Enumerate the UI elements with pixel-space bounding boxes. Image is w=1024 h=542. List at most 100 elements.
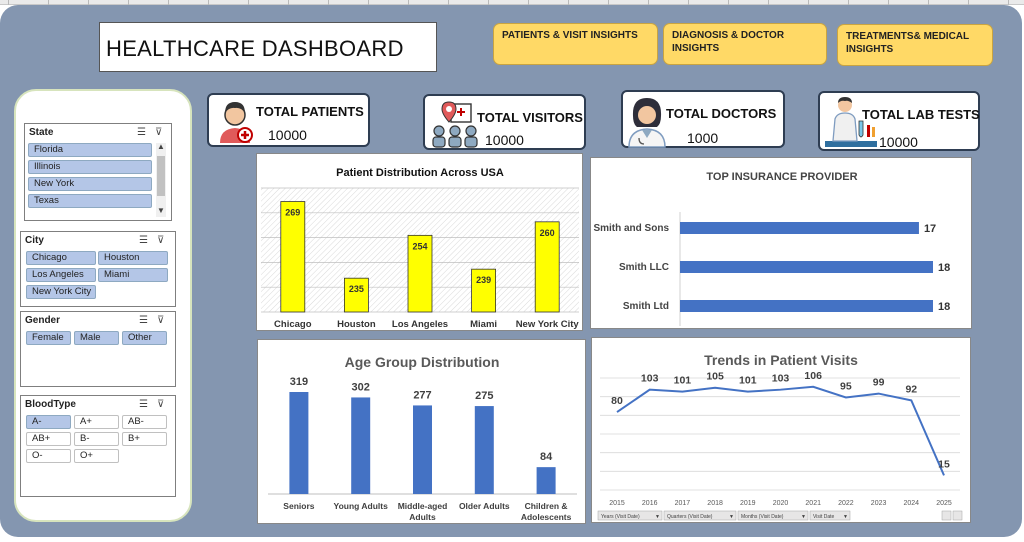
- slicer-item-texas[interactable]: Texas: [28, 194, 152, 208]
- slicer-item-label: Chicago: [32, 252, 67, 263]
- tick-label: 2020: [773, 500, 789, 507]
- slicer-item-new-york[interactable]: New York: [28, 177, 152, 191]
- field-button: [597, 510, 663, 521]
- data-label: 15: [938, 458, 950, 470]
- tick-label: 2016: [642, 500, 658, 507]
- bar: [280, 201, 306, 313]
- data-label: 239: [476, 275, 491, 285]
- slicer-item-male[interactable]: Male: [74, 331, 119, 345]
- tick-label: 2023: [871, 500, 887, 507]
- data-label: 92: [905, 383, 917, 395]
- tick-label: 2015: [609, 500, 625, 507]
- slicer-item-florida[interactable]: Florida: [28, 143, 152, 157]
- slicer-item-bloodtype[interactable]: B+: [122, 432, 167, 446]
- column-divider: [1008, 0, 1009, 5]
- tick-label: Miami: [470, 319, 497, 330]
- insurance-provider-chart[interactable]: TOP INSURANCE PROVIDER 17 Smith and Sons 18…: [590, 157, 972, 329]
- clear-filter-icon[interactable]: ⊽: [155, 127, 163, 138]
- slicer-item-miami[interactable]: Miami: [98, 268, 168, 282]
- slicer-item-label: Illinois: [34, 161, 61, 172]
- nav-label: DIAGNOSIS & DOCTOR INSIGHTS: [672, 30, 785, 54]
- treatments-medical-insights-button[interactable]: TREATMENTS& MEDICAL INSIGHTS: [837, 24, 993, 66]
- patients-visit-insights-button[interactable]: PATIENTS & VISIT INSIGHTS: [493, 23, 658, 65]
- data-label: 95: [840, 380, 852, 392]
- field-button-label: Years (Visit Date): [601, 514, 640, 520]
- slicer-item-label: Female: [32, 332, 64, 343]
- slicer-panel: State ☰ ⊽ Florida Illinois New York Texa…: [14, 89, 192, 522]
- slicer-item-female[interactable]: Female: [26, 331, 71, 345]
- chart-title: Trends in Patient Visits: [704, 352, 858, 368]
- patient-distribution-chart[interactable]: Patient Distribution Across USA 269 Chicag…: [256, 153, 583, 331]
- multi-select-icon[interactable]: ☰: [139, 399, 148, 410]
- tick-label: Middle-aged Adults: [398, 501, 448, 522]
- slicer-item-other[interactable]: Other: [122, 331, 167, 345]
- clear-filter-icon[interactable]: ⊽: [157, 235, 165, 246]
- slicer-title: Gender: [25, 315, 61, 326]
- scroll-down-icon[interactable]: ▼: [157, 206, 165, 215]
- bar: [534, 221, 560, 313]
- expand-button: [941, 510, 952, 521]
- tick-label: Smith and Sons: [593, 223, 669, 234]
- data-label: 101: [674, 375, 692, 387]
- kpi-total-visitors: TOTAL VISITORS 10000: [423, 94, 586, 150]
- slicer-item-label: Other: [128, 332, 152, 343]
- data-label: 302: [352, 381, 370, 393]
- slicer-item-illinois[interactable]: Illinois: [28, 160, 152, 174]
- clear-filter-icon[interactable]: ⊽: [157, 315, 165, 326]
- data-label: 103: [772, 373, 790, 385]
- slicer-title: State: [29, 127, 54, 138]
- slicer-item-bloodtype[interactable]: O-: [26, 449, 71, 463]
- bar: [471, 268, 497, 313]
- kpi-label: TOTAL DOCTORS: [666, 106, 777, 121]
- age-group-chart[interactable]: Age Group Distribution 319 Seniors 302 Young…: [257, 339, 586, 524]
- visit-trends-chart[interactable]: Trends in Patient Visits 80 2015 103 2016 101…: [591, 337, 971, 523]
- slicer-item-label: Male: [80, 332, 101, 343]
- bar: [413, 405, 432, 494]
- slicer-item-bloodtype[interactable]: B-: [74, 432, 119, 446]
- tick-label: Los Angeles: [392, 319, 448, 330]
- dashboard-title: HEALTHCARE DASHBOARD: [106, 36, 404, 61]
- dropdown-icon: ▼: [729, 514, 734, 520]
- bar: [474, 406, 494, 494]
- slicer-item-bloodtype[interactable]: A+: [74, 415, 119, 429]
- data-label: 106: [804, 370, 822, 382]
- kpi-value: 10000: [485, 132, 524, 148]
- gender-slicer: Gender ☰ ⊽ Female Male Other: [20, 311, 176, 387]
- multi-select-icon[interactable]: ☰: [137, 127, 146, 138]
- multi-select-icon[interactable]: ☰: [139, 235, 148, 246]
- slicer-item-label: New York City: [32, 286, 92, 297]
- insurance-provider-svg: TOP INSURANCE PROVIDER 17 Smith and Sons 18…: [593, 171, 950, 326]
- diagnosis-doctor-insights-button[interactable]: DIAGNOSIS & DOCTOR INSIGHTS: [663, 23, 827, 65]
- slicer-item-houston[interactable]: Houston: [98, 251, 168, 265]
- dropdown-icon: ▼: [655, 514, 660, 520]
- doctor-icon: [628, 98, 666, 148]
- slicer-item-bloodtype[interactable]: A-: [26, 415, 71, 429]
- slicer-item-chicago[interactable]: Chicago: [26, 251, 96, 265]
- kpi-label: TOTAL PATIENTS: [256, 104, 364, 119]
- dropdown-icon: ▼: [843, 514, 848, 520]
- slicer-item-bloodtype[interactable]: AB+: [26, 432, 71, 446]
- kpi-label: TOTAL LAB TESTS: [862, 107, 980, 122]
- bar: [407, 234, 433, 313]
- field-button: [737, 510, 809, 521]
- column-divider: [8, 0, 9, 5]
- multi-select-icon[interactable]: ☰: [139, 315, 148, 326]
- scroll-up-icon[interactable]: ▲: [157, 142, 165, 151]
- data-label: 80: [611, 395, 623, 407]
- scroll-thumb[interactable]: [157, 156, 165, 196]
- slicer-item-bloodtype[interactable]: AB-: [122, 415, 167, 429]
- nav-label: TREATMENTS& MEDICAL INSIGHTS: [846, 31, 969, 55]
- slicer-item-los-angeles[interactable]: Los Angeles: [26, 268, 96, 282]
- column-divider: [848, 0, 849, 5]
- slicer-scrollbar[interactable]: ▲ ▼: [156, 142, 166, 217]
- slicer-title: City: [25, 235, 44, 246]
- column-divider: [128, 0, 129, 5]
- data-label: 101: [739, 375, 757, 387]
- slicer-item-bloodtype[interactable]: O+: [74, 449, 119, 463]
- tick-label: Smith LLC: [619, 262, 669, 273]
- slicer-item-new-york-city[interactable]: New York City: [26, 285, 96, 299]
- visit-trends-svg: Trends in Patient Visits 80 2015 103 2016 101…: [597, 352, 963, 521]
- tick-label: 2021: [805, 500, 821, 507]
- column-divider: [688, 0, 689, 5]
- clear-filter-icon[interactable]: ⊽: [157, 399, 165, 410]
